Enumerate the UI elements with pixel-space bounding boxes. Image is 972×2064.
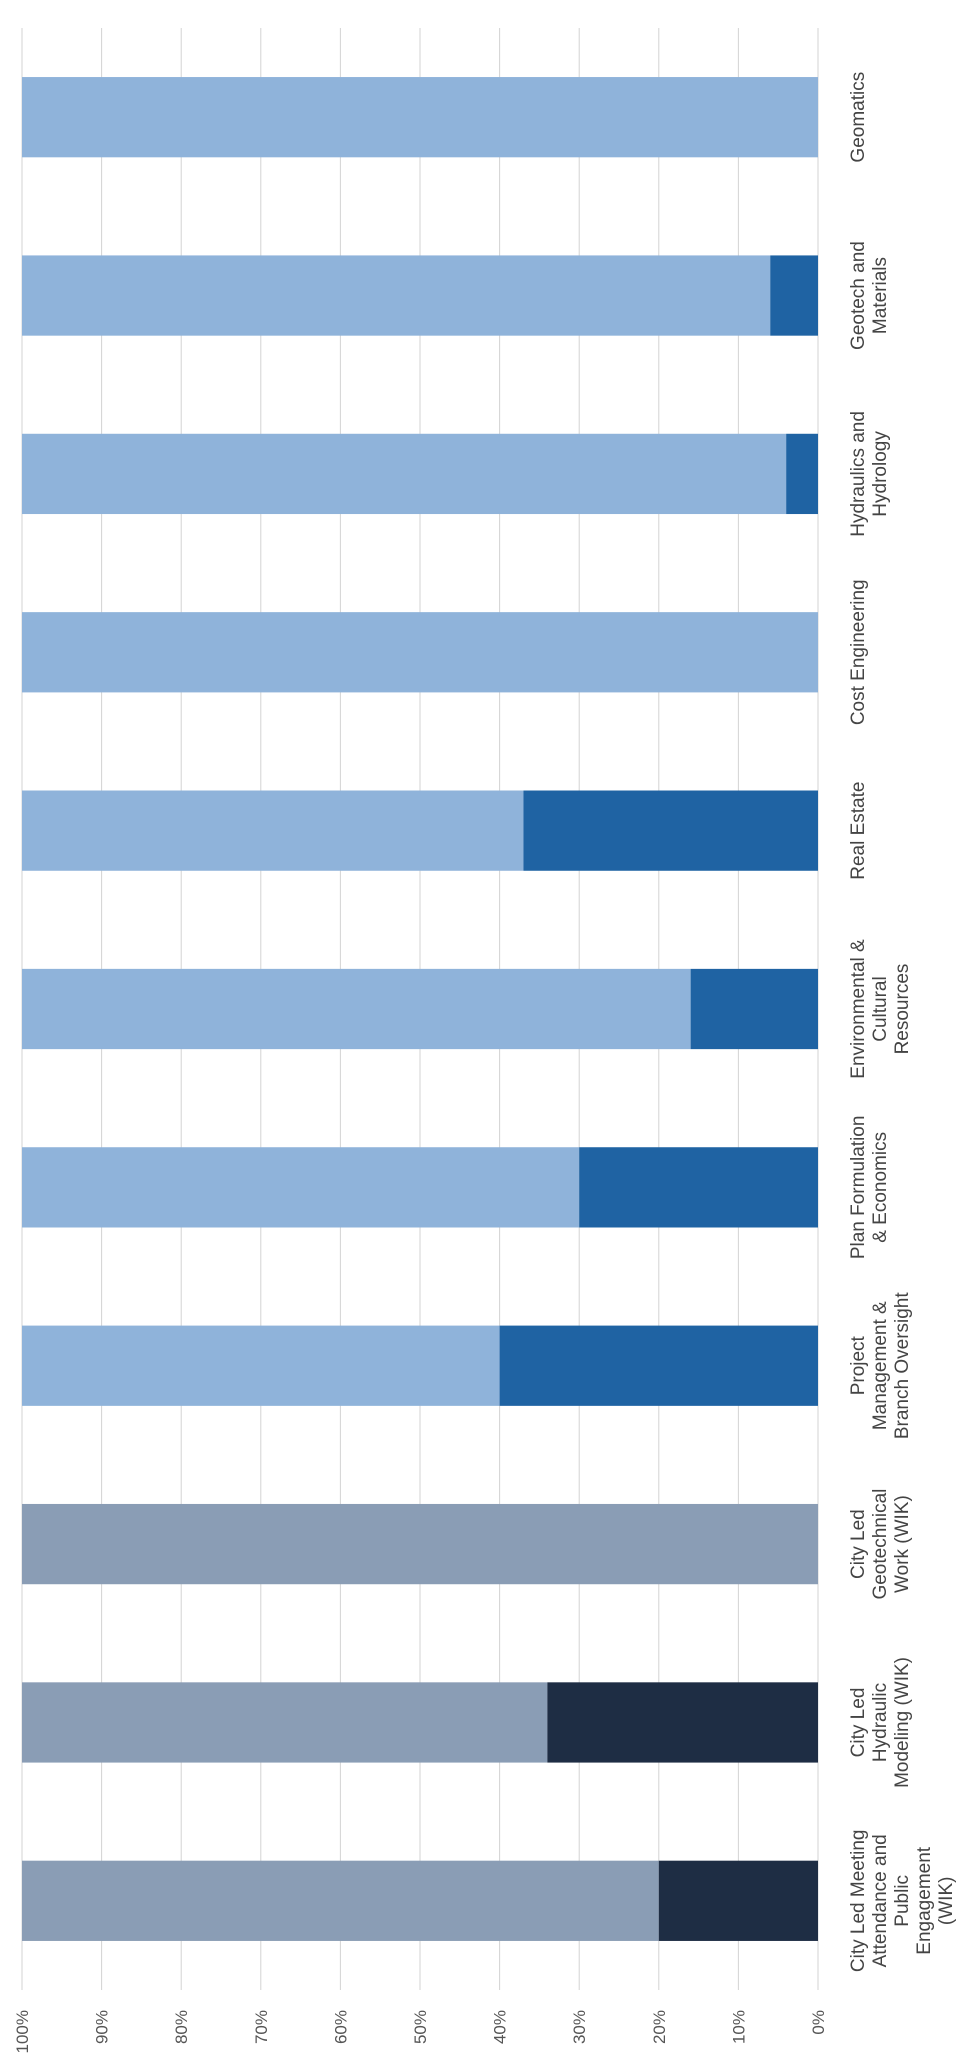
bar-segment-lower: [579, 1147, 818, 1228]
category-label-line: Modeling (WIK): [892, 1657, 913, 1788]
category-label-line: Real Estate: [848, 782, 869, 880]
category-label-line: (WIK): [936, 1877, 957, 1926]
category-label: City Led Meeting Attendance and Public Enga…: [848, 1830, 957, 1973]
category-label-line: Hydraulic: [870, 1683, 891, 1762]
category-label-line: Work (WIK): [892, 1495, 913, 1593]
bar-segment-upper: [22, 1325, 500, 1406]
bar-segment-upper: [22, 968, 691, 1050]
category-label-line: Engagement: [914, 1846, 935, 1954]
category-label: Plan Formulation & Economics: [848, 1116, 891, 1260]
bar-segment-lower: [523, 790, 818, 871]
tick-label: 50%: [411, 2010, 430, 2044]
tick-label: 0%: [809, 2010, 828, 2035]
bar-segment-lower: [547, 1682, 818, 1763]
category-label-line: Plan Formulation: [848, 1116, 869, 1260]
tick-label: 40%: [491, 2010, 510, 2044]
category-label-line: City Led: [848, 1509, 869, 1579]
tick-label: 80%: [172, 2010, 191, 2044]
category-label: City Led Geotechnical Work (WIK): [848, 1489, 913, 1600]
bar-segment-upper: [22, 1860, 659, 1941]
bar-segment-lower: [770, 255, 818, 336]
category-label-line: Cultural: [870, 976, 891, 1041]
bar-segment-upper: [22, 1503, 818, 1585]
category-label: Environmental & Cultural Resources: [848, 939, 913, 1079]
category-label-line: Attendance and: [870, 1834, 891, 1967]
category-label-line: Public: [892, 1875, 913, 1927]
category-label-line: Hydrology: [870, 431, 891, 517]
tick-label: 20%: [650, 2010, 669, 2044]
bar-segment-upper: [22, 255, 771, 336]
category-label: Geomatics: [848, 72, 869, 163]
category-label: Project Management & Branch Oversight: [848, 1292, 913, 1440]
category-label: Geotech and Materials: [848, 241, 891, 350]
bars: [22, 77, 818, 1941]
tick-label: 70%: [252, 2010, 271, 2044]
category-label-line: Environmental &: [848, 939, 869, 1079]
category-label-line: Cost Engineering: [848, 579, 869, 725]
category-label-line: Materials: [870, 257, 891, 334]
value-axis-ticks: 0% 10% 20% 30% 40% 50% 60% 70% 80% 90% 100%: [13, 2010, 828, 2053]
category-label-line: Management &: [870, 1301, 891, 1430]
category-label-line: Project: [848, 1335, 869, 1395]
bar-segment-lower: [690, 968, 818, 1050]
category-axis-labels: City Led Meeting Attendance and Public Enga…: [848, 72, 957, 1972]
bar-segment-upper: [22, 612, 818, 693]
tick-label: 90%: [93, 2010, 112, 2044]
category-label-line: Branch Oversight: [892, 1292, 913, 1440]
category-label-line: & Economics: [870, 1132, 891, 1243]
category-label-line: City Led: [848, 1688, 869, 1758]
tick-label: 30%: [570, 2010, 589, 2044]
category-label-line: Geomatics: [848, 72, 869, 163]
tick-label: 10%: [729, 2010, 748, 2044]
tick-label: 60%: [331, 2010, 350, 2044]
bar-segment-lower: [499, 1325, 818, 1406]
category-label-line: Geotech and: [848, 241, 869, 350]
category-label-line: City Led Meeting: [848, 1830, 869, 1973]
bar-segment-upper: [22, 1147, 580, 1228]
category-label: Cost Engineering: [848, 579, 869, 725]
category-label: Hydraulics and Hydrology: [848, 411, 891, 537]
bar-segment-lower: [658, 1860, 818, 1941]
category-label: City Led Hydraulic Modeling (WIK): [848, 1657, 913, 1788]
category-label: Real Estate: [848, 782, 869, 880]
category-label-line: Resources: [892, 964, 913, 1055]
category-label-line: Geotechnical: [870, 1489, 891, 1600]
category-label-line: Hydraulics and: [848, 411, 869, 537]
bar-segment-lower: [786, 433, 818, 515]
bar-segment-upper: [22, 77, 818, 158]
bar-segment-upper: [22, 790, 524, 871]
bar-segment-upper: [22, 1682, 548, 1763]
tick-label: 100%: [13, 2010, 32, 2053]
bar-segment-upper: [22, 433, 787, 515]
